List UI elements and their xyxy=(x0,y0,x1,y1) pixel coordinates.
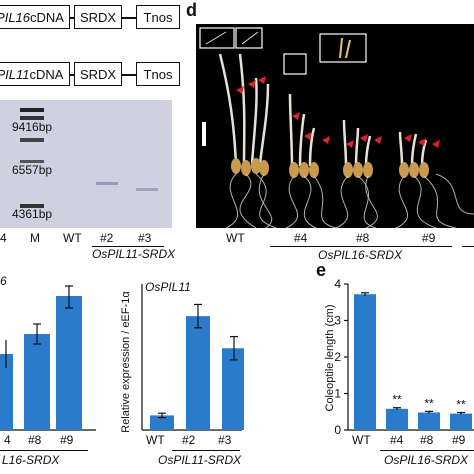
gel-group-line xyxy=(92,246,164,248)
e-chart: 0 1 2 3 4 ** ** ** xyxy=(334,277,474,437)
mid-tick-3: #3 xyxy=(218,433,232,447)
marker-band-5 xyxy=(20,204,44,208)
left-group-line xyxy=(0,450,88,452)
marker-band-3 xyxy=(20,138,44,142)
photo-group-label: OsPIL16-SRDX xyxy=(318,248,403,262)
mid-group-line xyxy=(172,450,240,452)
e-ytick-label-1: 1 xyxy=(334,387,341,401)
left-tick-4: 4 xyxy=(4,433,11,447)
e-tick-wt: WT xyxy=(352,433,371,447)
cdna-gene-pil11: PIL11 xyxy=(0,66,30,82)
photo-lane-8: #8 xyxy=(356,231,370,245)
photo-lane-4: #4 xyxy=(294,231,308,245)
seedling-drawing xyxy=(199,27,474,228)
left-chart-title: 6 xyxy=(0,274,7,288)
marker-band-1 xyxy=(20,108,44,112)
e-ytick-label-2: 2 xyxy=(334,350,341,364)
left-bar-4 xyxy=(0,354,13,430)
e-significance-#8: ** xyxy=(424,396,434,410)
mid-bar-WT xyxy=(150,415,174,430)
photo-group-line xyxy=(270,246,452,248)
sample-band-3 xyxy=(136,188,158,191)
gel-group-label: OsPIL11-SRDX xyxy=(92,247,176,261)
marker-band-2 xyxy=(20,116,44,120)
panel-d-letter: d xyxy=(186,0,197,20)
left-bar-9 xyxy=(56,296,82,430)
e-group-label: OsPIL16-SRDX xyxy=(384,453,469,467)
e-significance-#9: ** xyxy=(456,397,466,411)
tnos-box-pil16: Tnos xyxy=(136,5,180,29)
left-tick-9: #9 xyxy=(60,433,74,447)
panel-e-letter: e xyxy=(316,260,327,280)
left-bar-8 xyxy=(24,334,50,430)
e-bar-#8 xyxy=(418,412,440,430)
mid-ylabel: Relative expression / eEF-1α xyxy=(120,291,132,433)
e-ytick-label-3: 3 xyxy=(334,314,341,328)
photo-lane-wt: WT xyxy=(226,231,245,245)
gel-lane-3: #3 xyxy=(138,231,152,245)
photo-lane-9: #9 xyxy=(422,231,436,245)
sample-band-2 xyxy=(96,182,118,185)
mid-bar-#3 xyxy=(222,348,244,430)
gel-image: 9416bp 6557bp 4361bp xyxy=(0,100,172,228)
e-tick-4: #4 xyxy=(390,433,404,447)
e-bar-WT xyxy=(354,294,376,430)
e-ytick-label-4: 4 xyxy=(334,277,341,291)
e-bar-#4 xyxy=(386,408,408,430)
gel-lane-M: M xyxy=(30,231,40,245)
srdx-box-pil16: SRDX xyxy=(74,5,122,29)
cdna-suffix-pil16: cDNA xyxy=(30,9,64,25)
e-group-line xyxy=(380,450,474,452)
e-ytick-label-0: 0 xyxy=(334,423,341,437)
gel-lane-2: #2 xyxy=(100,231,114,245)
mid-chart xyxy=(141,284,244,431)
e-significance-#4: ** xyxy=(392,393,402,407)
e-tick-8: #8 xyxy=(420,433,434,447)
left-chart xyxy=(0,285,96,431)
marker-label-4361: 4361bp xyxy=(12,207,53,221)
tnos-box-pil11: Tnos xyxy=(136,62,180,86)
mid-title: OsPIL11 xyxy=(145,280,191,294)
mid-tick-wt: WT xyxy=(146,433,165,447)
left-group-label: L16-SRDX xyxy=(2,453,60,467)
cdna-suffix-pil11: cDNA xyxy=(29,66,64,82)
cdna-box-pil16: PIL16 cDNA xyxy=(0,5,70,29)
mid-tick-2: #2 xyxy=(182,433,196,447)
srdx-box-pil11: SRDX xyxy=(74,62,122,86)
cdna-gene-pil16: PIL16 xyxy=(0,9,31,25)
e-tick-9: #9 xyxy=(452,433,466,447)
gel-lane-wt: WT xyxy=(63,231,82,245)
seedling-photo xyxy=(196,24,474,228)
marker-label-6557: 6557bp xyxy=(12,163,53,177)
cdna-box-pil11: PIL11 cDNA xyxy=(0,62,70,86)
e-bar-#9 xyxy=(450,413,472,430)
marker-label-9416: 9416bp xyxy=(12,120,53,134)
gel-lane-4: 4 xyxy=(0,231,7,245)
left-tick-8: #8 xyxy=(28,433,42,447)
mid-group-label: OsPIL11-SRDX xyxy=(158,453,242,467)
photo-group-line-extra xyxy=(462,246,474,248)
marker-band-4 xyxy=(20,160,44,163)
mid-bar-#2 xyxy=(186,316,210,430)
